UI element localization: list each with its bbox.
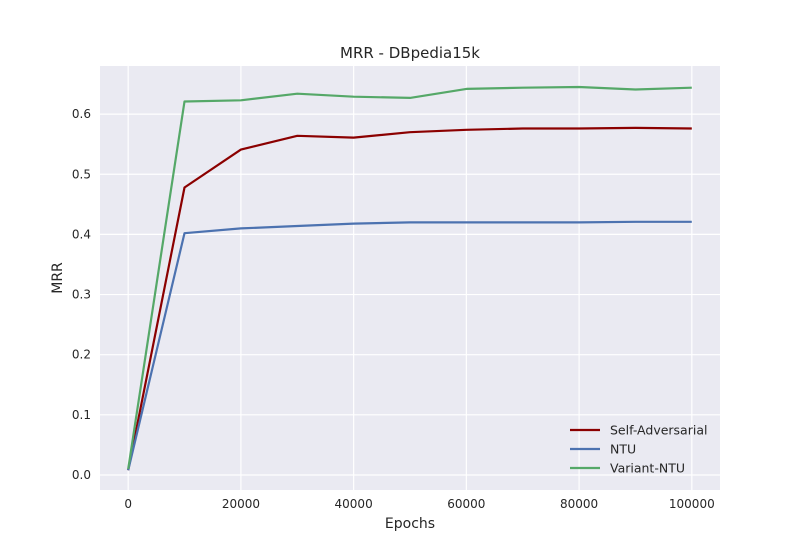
legend: Self-Adversarial NTU Variant-NTU	[570, 423, 707, 476]
x-tick-label: 0	[124, 497, 132, 511]
y-tick-label: 0.3	[72, 288, 91, 302]
y-axis-title: MRR	[50, 262, 66, 294]
x-tick-labels: 0 20000 40000 60000 80000 100000	[124, 497, 714, 511]
y-tick-label: 0.4	[72, 227, 91, 241]
series-line	[127, 220, 692, 471]
plot-background	[100, 66, 720, 490]
y-tick-label: 0.1	[72, 408, 91, 422]
legend-label: Self-Adversarial	[610, 423, 707, 438]
legend-label: NTU	[610, 442, 636, 457]
x-tick-label: 60000	[447, 497, 485, 511]
x-tick-label: 100000	[669, 497, 715, 511]
y-tick-label: 0.5	[72, 167, 91, 181]
x-tick-label: 40000	[335, 497, 373, 511]
chart-title: MRR - DBpedia15k	[340, 44, 480, 62]
y-tick-label: 0.6	[72, 107, 91, 121]
x-tick-label: 20000	[222, 497, 260, 511]
series-line	[127, 85, 692, 470]
legend-label: Variant-NTU	[610, 461, 685, 476]
series-lines	[127, 85, 692, 471]
y-tick-label: 0.0	[72, 468, 91, 482]
x-axis-title: Epochs	[385, 516, 435, 532]
y-tick-labels: 0.0 0.1 0.2 0.3 0.4 0.5 0.6	[72, 107, 91, 482]
series-line	[127, 126, 692, 471]
y-tick-label: 0.2	[72, 348, 91, 362]
x-tick-label: 80000	[560, 497, 598, 511]
